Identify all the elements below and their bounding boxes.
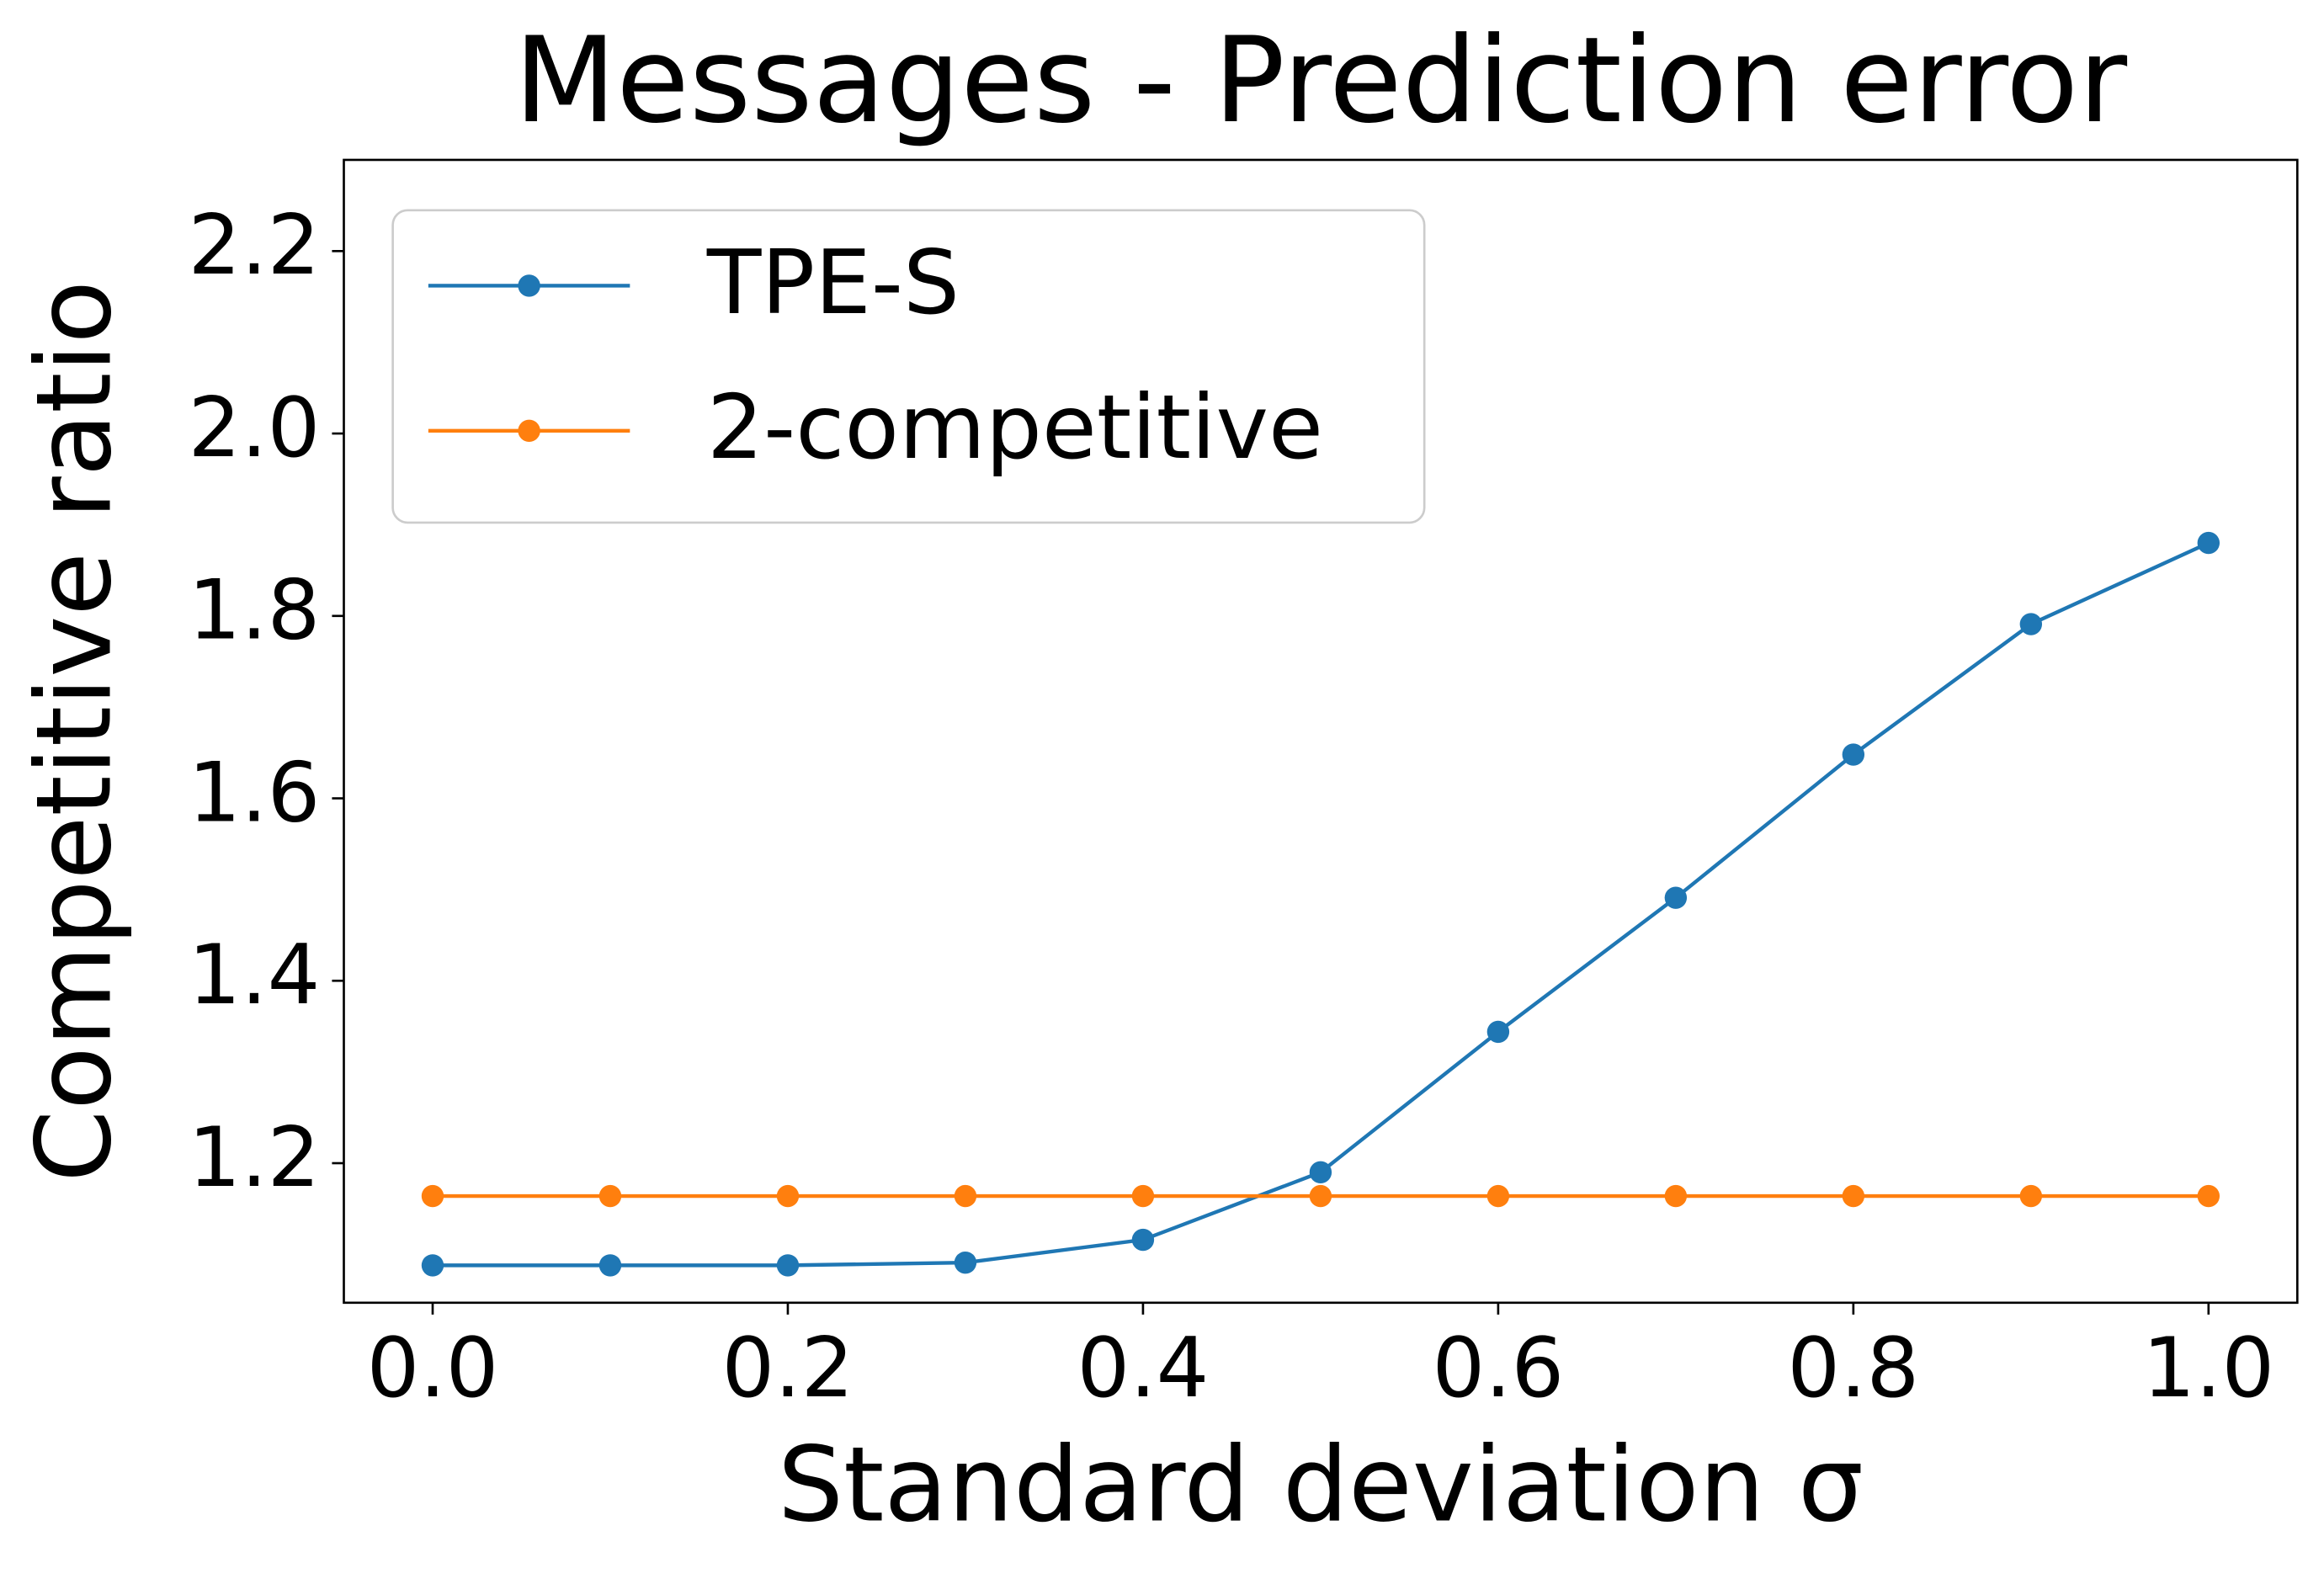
data-point bbox=[954, 1184, 977, 1208]
data-point bbox=[1486, 1020, 1510, 1044]
y-tick-label: 2.2 bbox=[189, 198, 321, 294]
series-line bbox=[433, 541, 2210, 1268]
data-point bbox=[2019, 613, 2043, 635]
data-point bbox=[954, 1251, 977, 1274]
data-point bbox=[421, 1184, 444, 1208]
y-tick-label: 1.2 bbox=[189, 1110, 321, 1206]
x-tick-label: 0.2 bbox=[722, 1321, 854, 1417]
data-point bbox=[1131, 1228, 1155, 1252]
y-tick-label: 2.0 bbox=[189, 380, 321, 476]
data-point bbox=[1309, 1184, 1332, 1208]
y-tick-label: 1.8 bbox=[189, 563, 321, 659]
chart-title: Messages - Prediction error bbox=[514, 12, 2128, 150]
data-point bbox=[1842, 1184, 1865, 1208]
data-point bbox=[1664, 1184, 1688, 1208]
data-point bbox=[1486, 1184, 1510, 1208]
legend-label: 2-competitive bbox=[707, 375, 1323, 479]
legend-marker bbox=[518, 419, 540, 443]
plot-frame bbox=[343, 158, 2299, 1305]
data-point bbox=[776, 1184, 800, 1208]
y-axis-label: Competitive ratio bbox=[14, 280, 135, 1183]
data-point bbox=[1131, 1184, 1155, 1208]
data-point bbox=[2019, 1184, 2043, 1208]
legend: TPE-S 2-competitive bbox=[391, 209, 1426, 524]
legend-marker bbox=[518, 274, 540, 297]
data-point bbox=[1309, 1161, 1332, 1184]
x-tick-label: 0.8 bbox=[1787, 1321, 1919, 1417]
data-point bbox=[598, 1254, 622, 1277]
data-point bbox=[776, 1254, 800, 1277]
x-tick-label: 0.6 bbox=[1432, 1321, 1564, 1417]
legend-label: TPE-S bbox=[706, 231, 960, 334]
y-tick-label: 1.6 bbox=[189, 745, 321, 841]
legend-frame bbox=[391, 209, 1426, 524]
data-point bbox=[1664, 886, 1688, 909]
data-point bbox=[598, 1184, 622, 1208]
x-tick-label: 1.0 bbox=[2142, 1321, 2274, 1417]
data-point bbox=[1842, 743, 1865, 766]
x-axis-label: Standard deviation σ bbox=[778, 1426, 1864, 1546]
x-tick-label: 0.0 bbox=[367, 1321, 499, 1417]
data-point bbox=[2197, 531, 2220, 555]
x-tick-label: 0.4 bbox=[1077, 1321, 1210, 1417]
data-point bbox=[421, 1254, 444, 1277]
data-point bbox=[2197, 1184, 2220, 1208]
y-tick-label: 1.4 bbox=[189, 928, 321, 1023]
